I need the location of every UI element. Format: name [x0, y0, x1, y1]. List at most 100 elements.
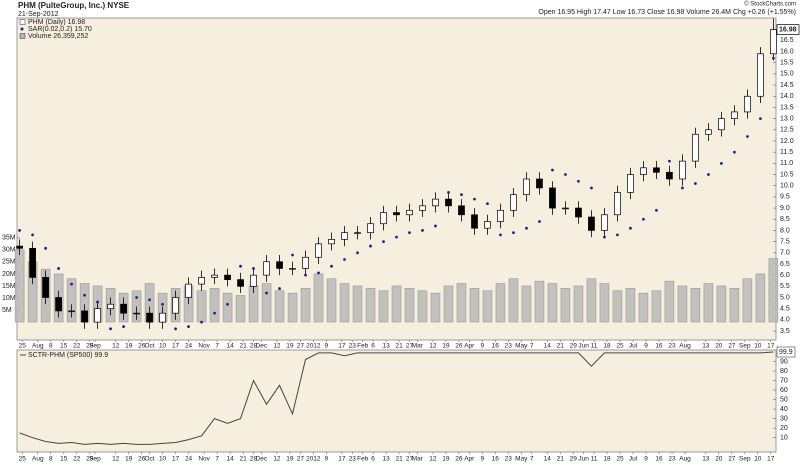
y-tick-label: 50: [780, 396, 788, 403]
x-tick-label: 27: [728, 343, 736, 350]
x-tick-label: 15: [60, 343, 68, 350]
sctr-line: [19, 351, 774, 445]
quote: Open 16.95 High 17.47 Low 16.73 Close 16…: [538, 9, 796, 16]
x-tick-label: 17: [767, 343, 775, 350]
volume-bar: [391, 285, 402, 323]
volume-bar: [404, 288, 415, 323]
x-tick-label: Aug: [679, 343, 691, 350]
last-value-tag: [776, 346, 796, 358]
x-tick-label: 27: [297, 456, 305, 463]
chart-date: 21-Sep-2012: [18, 11, 59, 18]
x-tick-label: Mar: [412, 343, 424, 350]
volume-bar: [677, 285, 688, 323]
y-tick-label: 30: [780, 415, 788, 422]
x-tick-label: 10: [159, 343, 167, 350]
y-tick-label: 11.0: [780, 160, 793, 167]
legend-label: SCTR-PHM (SP500) 99.9: [28, 352, 108, 359]
y-tick-label: 7.0: [780, 250, 790, 257]
x-tick-label: 27: [406, 456, 414, 463]
x-tick-label: Feb: [357, 343, 369, 350]
y-tick-label: 6.0: [780, 272, 790, 279]
candle-body: [536, 178, 543, 189]
volume-bar: [300, 288, 311, 323]
candle-body: [159, 312, 166, 323]
y-tick-label: 7.5: [780, 238, 790, 245]
x-tick-label: Apr: [464, 456, 475, 463]
candle-body: [718, 118, 725, 131]
x-tick-label: 9: [644, 343, 648, 350]
candle-body: [211, 274, 218, 278]
sar-dot: [187, 325, 190, 328]
x-tick-label: 28: [250, 456, 258, 463]
sar-dot: [317, 271, 320, 275]
x-tick-label: 24: [185, 456, 193, 463]
x-tick-label: 9: [325, 343, 329, 350]
volume-bar: [534, 280, 545, 323]
sar-dot: [473, 197, 476, 201]
x-tick-label: 23: [349, 343, 357, 350]
candle-body: [289, 268, 296, 270]
x-tick-label: 17: [172, 343, 180, 350]
sar-dot: [369, 244, 372, 248]
x-tick-label: 6: [371, 343, 375, 350]
candle-body: [692, 133, 699, 162]
x-tick-label: 25: [616, 343, 624, 350]
sar-dot: [694, 182, 697, 185]
x-tick-label: 29: [86, 456, 94, 463]
x-tick-label: 25: [19, 456, 27, 463]
y-tick-label: 9.5: [780, 194, 790, 201]
volume-bar: [625, 288, 636, 323]
volume-bar: [495, 283, 506, 323]
volume-bar: [365, 288, 376, 323]
sar-dot: [408, 231, 411, 235]
sar-dot: [291, 253, 294, 257]
candle-body: [523, 178, 530, 196]
x-tick-label: 13: [382, 456, 390, 463]
y-tick-label: 15.5: [780, 60, 794, 67]
candle-body: [705, 129, 712, 135]
sar-dot: [343, 258, 346, 261]
x-tick-label: 12: [429, 343, 437, 350]
x-tick-label: Mar: [412, 456, 424, 463]
y-tick-label: 70: [780, 377, 788, 384]
candle-body: [419, 205, 426, 211]
y2-tick-label: 5M: [2, 307, 12, 314]
volume-bar: [430, 292, 441, 323]
plot-area: [16, 349, 777, 453]
volume-bar: [742, 278, 753, 323]
y-tick-label: 16.5: [780, 37, 794, 44]
y-tick-label: 5.5: [780, 283, 790, 290]
sar-dot: [434, 224, 437, 228]
credit: © StockCharts.com: [744, 1, 796, 8]
sar-dot: [304, 273, 307, 277]
x-tick-label: 15: [60, 456, 68, 463]
candle-body: [588, 216, 595, 231]
legend-swatch: [20, 27, 24, 31]
volume-bar: [638, 292, 649, 323]
candle-body: [354, 232, 361, 234]
y-tick-label: 10.0: [780, 183, 794, 190]
y-tick-label: 3.5: [780, 328, 790, 335]
x-tick-label: Sep: [739, 343, 751, 350]
x-tick-label: 26: [455, 456, 463, 463]
volume-bar: [66, 278, 77, 323]
volume-bar: [703, 283, 714, 323]
candle-body: [770, 29, 777, 55]
x-tick-label: 14: [544, 456, 552, 463]
y-tick-label: 60: [780, 387, 788, 394]
volume-bar: [196, 290, 207, 323]
candle-body: [393, 212, 400, 216]
sar-dot: [720, 161, 723, 165]
x-tick-label: Dec: [256, 456, 268, 463]
volume-bar: [612, 290, 623, 323]
x-tick-label: 2012: [306, 343, 321, 350]
legend-label: SAR(0.02,0.2) 15.70: [28, 26, 92, 33]
x-tick-label: Jun: [578, 456, 589, 463]
candle-body: [68, 310, 75, 313]
volume-bar: [352, 285, 363, 323]
candle-body: [562, 207, 569, 210]
x-tick-label: 19: [442, 456, 450, 463]
x-tick-label: 9: [325, 456, 329, 463]
y2-tick-label: 10M: [2, 295, 16, 302]
volume-bar: [326, 278, 337, 323]
